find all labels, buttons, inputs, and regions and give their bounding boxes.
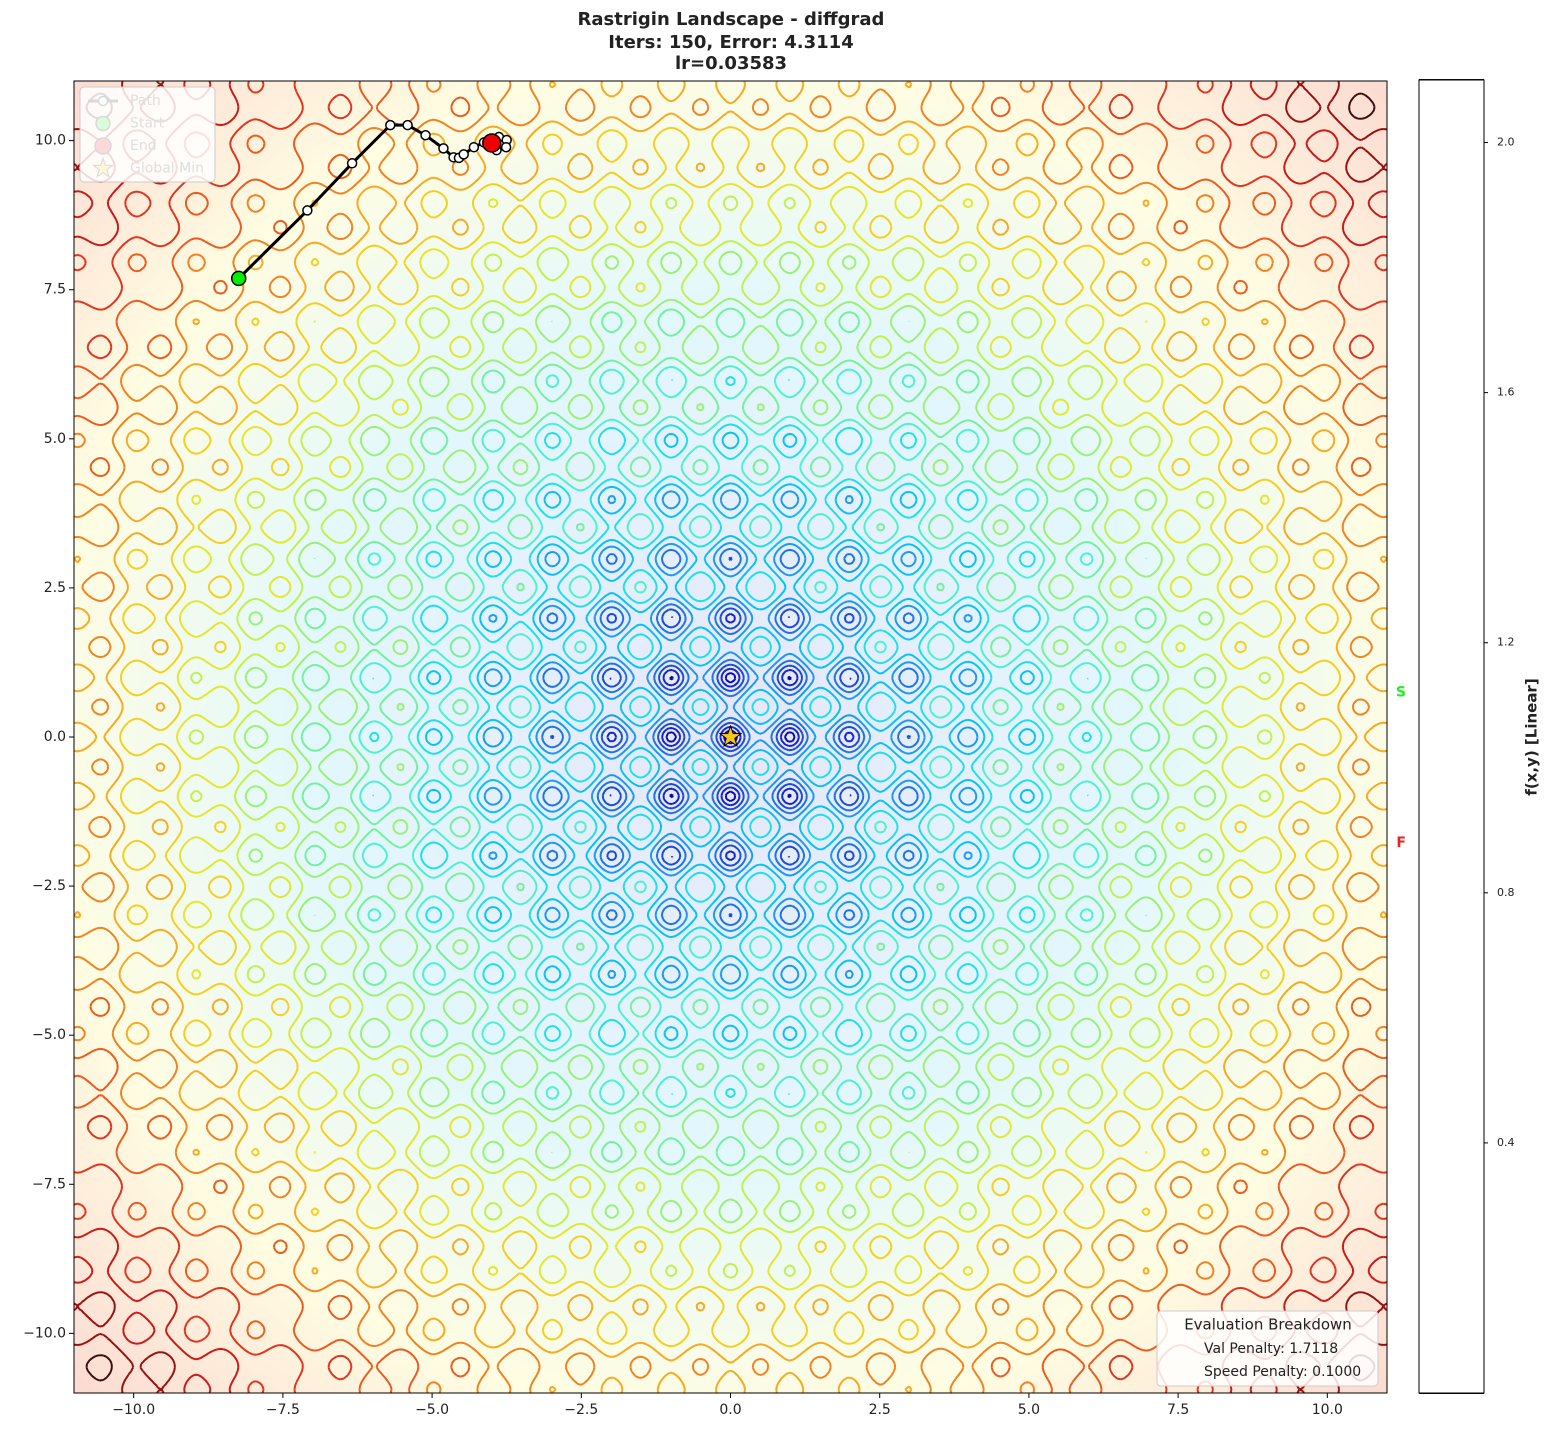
- colorbar-label: f(x,y) [Linear]: [1523, 678, 1541, 795]
- contour-line: [541, 547, 920, 927]
- contour-line: [188, 195, 1273, 1279]
- global-min-point: [718, 724, 743, 748]
- x-tick-label: −2.5: [564, 1402, 598, 1418]
- annotation-title: Evaluation Breakdown: [1184, 1316, 1352, 1334]
- path-point: [302, 205, 313, 216]
- x-tick-label: 10.0: [1312, 1402, 1343, 1418]
- y-tick-label: −7.5: [32, 1176, 66, 1192]
- path-point: [420, 130, 431, 141]
- x-tick-label: −5.0: [415, 1402, 449, 1418]
- colorbar-marker-label: F: [1396, 835, 1406, 851]
- annotation-line: Speed Penalty: 0.1000: [1204, 1364, 1361, 1380]
- path-point: [438, 143, 449, 154]
- contour-line: [74, 81, 1387, 1393]
- colorbar-tick-label: 2.0: [1497, 136, 1515, 149]
- contour-line: [549, 556, 912, 918]
- contour-line: [243, 250, 1218, 1224]
- colorbar-tick-label: 1.2: [1497, 636, 1515, 649]
- annotation-box: [1156, 1310, 1379, 1387]
- legend-box: [79, 86, 216, 183]
- y-tick-label: 2.5: [44, 580, 66, 596]
- y-tick-label: −10.0: [23, 1325, 66, 1341]
- path-point: [385, 119, 396, 131]
- path-point: [500, 141, 512, 153]
- contour-line: [482, 489, 979, 985]
- contour-line: [74, 81, 1387, 1393]
- start-point: [230, 270, 247, 287]
- end-point: [482, 133, 502, 153]
- x-tick-label: 7.5: [1167, 1402, 1189, 1418]
- contour-line: [424, 431, 1037, 1043]
- colorbar-frame: [1418, 79, 1485, 1394]
- y-tick-label: 10.0: [35, 133, 66, 149]
- title: Rastrigin Landscape - diffgrad: [578, 9, 885, 30]
- y-tick-label: −5.0: [32, 1027, 66, 1043]
- y-tick-label: 0.0: [44, 729, 66, 745]
- contour-line: [368, 375, 1093, 1099]
- plot-frame: [73, 80, 1388, 1394]
- contour-line: [300, 307, 1161, 1167]
- y-tick-label: −2.5: [32, 878, 66, 894]
- contour-line: [606, 612, 855, 862]
- x-tick-label: 2.5: [869, 1402, 891, 1418]
- subtitle: Iters: 150, Error: 4.3114: [608, 32, 853, 53]
- colorbar-tick-label: 0.8: [1497, 886, 1515, 899]
- contour-line: [119, 126, 1342, 1348]
- path-point: [346, 158, 358, 169]
- x-tick-label: 0.0: [719, 1402, 741, 1418]
- y-tick-label: 5.0: [44, 431, 66, 447]
- subtitle: lr=0.03583: [675, 53, 787, 74]
- colorbar-tick-label: 0.4: [1497, 1136, 1515, 1149]
- annotation-line: Val Penalty: 1.7118: [1204, 1341, 1338, 1357]
- path-point: [402, 119, 413, 131]
- contour-line: [175, 182, 1286, 1292]
- contour-line: [74, 81, 1387, 1393]
- y-tick-label: 7.5: [44, 282, 66, 298]
- colorbar-marker-label: S: [1396, 685, 1406, 701]
- x-tick-label: −10.0: [112, 1402, 155, 1418]
- path-point: [458, 149, 469, 160]
- contour-line: [358, 365, 1103, 1109]
- x-tick-label: 5.0: [1018, 1402, 1040, 1418]
- contours: [74, 81, 1387, 1393]
- path-point: [468, 141, 480, 153]
- colorbar-tick-label: 1.6: [1497, 386, 1515, 399]
- x-tick-label: −7.5: [266, 1402, 300, 1418]
